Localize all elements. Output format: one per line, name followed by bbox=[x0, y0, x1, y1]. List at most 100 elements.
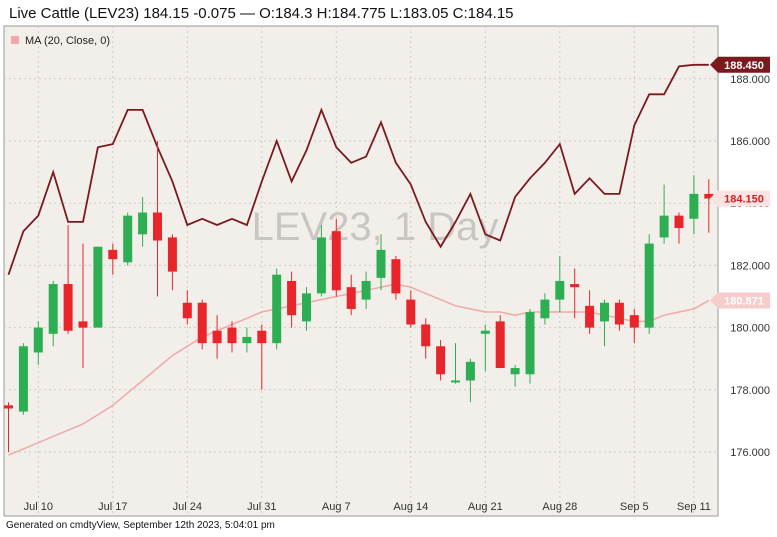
candle-body bbox=[242, 336, 252, 344]
footer-text: Generated on cmdtyView, September 12th 2… bbox=[6, 520, 275, 531]
envelope-series-line bbox=[7, 63, 709, 275]
candle bbox=[391, 256, 401, 300]
candle-body bbox=[123, 215, 133, 263]
candle-body bbox=[361, 280, 371, 300]
candle-body bbox=[63, 284, 73, 331]
candle-body bbox=[540, 299, 550, 319]
candle bbox=[63, 224, 73, 334]
candle bbox=[167, 234, 177, 291]
candle-body bbox=[346, 287, 356, 309]
candle-body bbox=[674, 215, 684, 229]
candle-body bbox=[197, 302, 207, 344]
y-tick-label: 176.000 bbox=[730, 447, 770, 459]
x-tick-label: Sep 11 bbox=[677, 501, 711, 513]
candle-body bbox=[555, 280, 565, 300]
y-tick-label: 180.000 bbox=[730, 323, 770, 335]
x-tick-label: Aug 14 bbox=[393, 501, 428, 513]
price-tags: 188.450 184.150 180.871 bbox=[710, 56, 770, 309]
candle bbox=[4, 402, 13, 452]
candle bbox=[48, 280, 58, 347]
ma-price-tag-label: 180.871 bbox=[724, 296, 764, 308]
candle-body bbox=[659, 215, 669, 238]
candle-body bbox=[495, 321, 505, 369]
candle-body bbox=[421, 324, 431, 347]
candle bbox=[376, 234, 386, 291]
candle bbox=[525, 308, 535, 384]
candle-body bbox=[376, 249, 386, 278]
candle bbox=[421, 318, 431, 359]
candle bbox=[451, 343, 460, 384]
y-tick-label: 188.000 bbox=[730, 74, 770, 86]
candle bbox=[555, 256, 565, 313]
candle bbox=[123, 212, 133, 266]
envelope-price-tag: 188.450 bbox=[710, 56, 770, 73]
ma-price-tag-bg bbox=[710, 292, 770, 309]
candle bbox=[614, 299, 624, 331]
candle bbox=[33, 321, 43, 365]
candle bbox=[629, 308, 639, 344]
candle-body bbox=[406, 299, 416, 325]
candle-body bbox=[18, 346, 28, 412]
candle bbox=[436, 340, 446, 381]
envelope-price-tag-bg bbox=[710, 56, 770, 73]
candle-body bbox=[93, 246, 103, 328]
candle-body bbox=[465, 361, 475, 381]
candle bbox=[674, 212, 684, 244]
candle bbox=[585, 290, 595, 334]
candle-body bbox=[585, 305, 595, 328]
candle bbox=[242, 327, 252, 353]
candle-body bbox=[302, 293, 311, 322]
candle bbox=[346, 274, 356, 316]
candle-body bbox=[689, 193, 699, 219]
candle-body bbox=[316, 237, 326, 294]
candle bbox=[361, 271, 371, 309]
candle bbox=[600, 299, 609, 347]
candle-body bbox=[614, 302, 624, 325]
candle-body bbox=[257, 330, 267, 344]
plot-area[interactable] bbox=[3, 25, 719, 517]
candle bbox=[704, 179, 714, 233]
candle-body bbox=[331, 231, 341, 291]
x-tick-label: Aug 7 bbox=[322, 501, 351, 513]
candle bbox=[78, 243, 88, 369]
candle-body bbox=[600, 302, 609, 322]
candle bbox=[540, 293, 550, 325]
candle-body bbox=[391, 259, 401, 294]
candle bbox=[227, 321, 237, 353]
candle-body bbox=[510, 368, 520, 375]
candle bbox=[302, 287, 311, 331]
candle bbox=[272, 268, 282, 350]
candle-body bbox=[48, 284, 58, 334]
candle bbox=[18, 343, 28, 415]
grid-lines bbox=[4, 26, 718, 516]
candle bbox=[465, 358, 475, 403]
candle-body bbox=[272, 274, 282, 344]
x-tick-label: Aug 21 bbox=[468, 501, 503, 513]
x-tick-label: Jul 24 bbox=[173, 501, 202, 513]
ma-price-tag: 180.871 bbox=[710, 292, 770, 309]
x-tick-label: Aug 28 bbox=[542, 501, 577, 513]
candle bbox=[689, 175, 699, 235]
x-tick-label: Jul 17 bbox=[98, 501, 127, 513]
watermark: LEV23, 1 Day bbox=[252, 205, 499, 249]
candle bbox=[406, 290, 416, 328]
legend: MA (20, Close, 0) bbox=[11, 35, 110, 47]
candle bbox=[659, 184, 669, 244]
candle bbox=[93, 246, 103, 328]
candle-body bbox=[33, 327, 43, 353]
x-axis: Jul 10 Jul 17 Jul 24 Jul 31 Aug 7 Aug 14 Aug 2… bbox=[24, 501, 711, 513]
candle bbox=[510, 364, 520, 387]
y-axis: 176.000178.000180.000182.000184.000186.0… bbox=[730, 74, 770, 459]
candle bbox=[316, 224, 326, 297]
x-tick-label: Sep 5 bbox=[620, 501, 649, 513]
candle-body bbox=[182, 302, 192, 319]
candle bbox=[108, 243, 118, 275]
candle-body bbox=[138, 212, 148, 235]
last-price-tag: 184.150 bbox=[710, 190, 770, 207]
candle bbox=[495, 315, 505, 369]
candle-body bbox=[451, 380, 460, 383]
candle-body bbox=[480, 330, 490, 334]
candle bbox=[197, 299, 207, 350]
